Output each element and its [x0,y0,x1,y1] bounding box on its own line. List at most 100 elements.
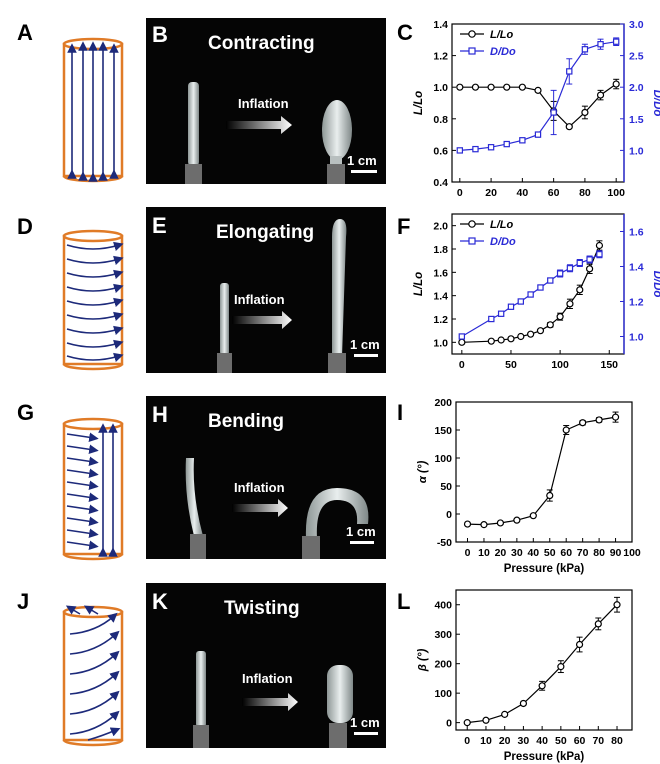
data-point [503,140,510,148]
y2-tick-label: 1.2 [629,297,644,309]
data-point [497,310,505,317]
schematic-elongating [62,229,124,371]
x-tick-label: 60 [548,187,560,199]
x-tick-label: 100 [607,187,625,199]
data-point [557,663,565,671]
fiber-arrows [67,41,119,182]
data-point [594,620,602,628]
y2-axis-label: D/Do [651,90,660,117]
data-point [497,336,505,344]
y-axis-label: β (°) [417,649,429,673]
photo-title: Elongating [216,222,315,243]
data-point [546,321,554,329]
schematic-contracting [62,37,124,183]
data-point [458,333,466,340]
series-line-β [467,604,618,724]
plot-frame [455,401,633,543]
data-point [487,144,495,151]
y-axis-label: L/Lo [413,272,425,296]
data-point [562,426,570,434]
x-tick-label: 0 [457,187,463,199]
legend-label: D/Do [490,236,516,248]
data-point [536,327,545,335]
x-tick-label: 40 [536,735,548,747]
x-axis-label: Pressure (kPa) [504,563,585,575]
y2-tick-label: 1.0 [629,145,644,157]
data-point [529,512,537,520]
y-axis-label: L/Lo [413,91,425,115]
series-line-α [467,416,616,526]
x-tick-label: 60 [574,735,586,747]
data-point [586,265,594,273]
data-point [556,313,564,321]
y-tick-label: 1.4 [433,291,448,303]
data-point [611,413,620,421]
plot-frame [451,23,625,183]
data-point [487,337,495,345]
panel-label-l: L [397,589,411,614]
data-point [507,303,515,310]
data-point [518,83,526,91]
data-point [566,68,573,75]
data-point [597,41,604,48]
legend-marker [468,47,476,55]
photo-bending: H Bending Inflation 1 cm [146,396,386,559]
y-tick-label: 150 [434,425,452,437]
y-tick-label: 0 [446,509,452,521]
x-axis-label: Pressure (kPa) [504,751,585,763]
x-tick-label: 10 [478,547,490,559]
data-point [537,284,544,291]
y-tick-label: 200 [434,659,452,671]
inflation-label: Inflation [238,96,289,111]
panel-label-b: B [152,22,168,47]
data-point [534,131,542,138]
data-point [527,291,534,298]
data-point [488,315,495,323]
x-tick-label: 20 [485,187,497,199]
actuator-photo-art [193,651,353,748]
data-point [538,682,546,690]
y-tick-label: 1.4 [433,19,448,31]
data-point [556,270,564,277]
data-point [501,710,509,718]
y-tick-label: 300 [434,629,452,641]
x-tick-label: 40 [527,547,539,559]
data-point [458,338,466,346]
photo-contracting: B Contracting Inflation 1 cm [146,18,386,184]
data-point [613,601,621,609]
data-point [517,298,524,305]
inflation-label: Inflation [234,480,285,495]
data-point [456,83,464,91]
x-tick-label: 70 [592,735,604,747]
scale-bar [350,541,374,544]
y2-tick-label: 1.5 [629,114,644,126]
legend-marker [468,30,476,38]
y2-tick-label: 2.5 [629,51,644,63]
chart-f: 0 50 100 150 1.0 1.2 1.4 1.6 1.8 2.0 1.0 1.2 1.4 1.6 L… [413,213,660,371]
photo-title: Bending [208,411,284,432]
y-tick-label: 1.2 [433,51,448,63]
x-tick-label: 100 [623,547,641,559]
scale-label: 1 cm [347,153,377,168]
y-axis-label: α (°) [417,461,429,484]
y2-tick-label: 1.4 [629,262,644,274]
chart-l: 0 10 20 30 40 50 60 70 80 0 100 200 300 400 β (°) Press… [417,589,633,763]
schematic-bending [62,417,124,561]
scale-bar [354,354,378,357]
actuator-photo-art [217,219,347,373]
data-point [507,335,515,343]
x-tick-label: 50 [505,359,517,371]
data-point [596,91,605,99]
x-tick-label: 0 [459,359,465,371]
x-tick-label: 80 [611,735,623,747]
data-point [482,716,490,724]
panel-label-j: J [17,589,30,614]
data-point [575,640,584,649]
scale-bar [354,732,378,735]
y-tick-label: 50 [440,481,452,493]
panel-label-e: E [152,213,167,238]
y-tick-label: 0.4 [433,177,448,189]
legend-label: L/Lo [490,219,513,231]
y-tick-label: 0 [446,718,452,730]
